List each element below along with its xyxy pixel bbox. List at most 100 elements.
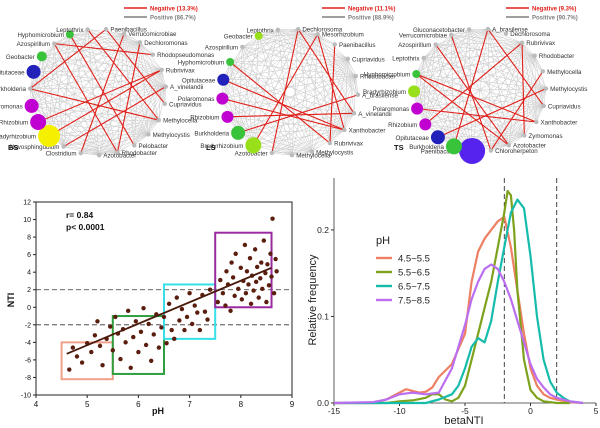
positive-edge: [99, 134, 149, 156]
positive-edge: [416, 74, 426, 125]
scatter-x-tick-label: 5: [85, 400, 90, 409]
nti-ph-scatter-chart: r= 0.84 p< 0.0001 pH NTI 4 5 6 7 8 9 -10 -8 -6 -4…: [6, 200, 295, 417]
positive-edge: [238, 132, 293, 156]
positive-edge: [317, 34, 335, 45]
network-node-label: Xanthobacter: [349, 127, 386, 134]
positive-edge: [237, 29, 279, 133]
positive-edge: [468, 29, 525, 136]
positive-edge: [63, 34, 71, 147]
density-legend-label: 5.5~6.5: [398, 268, 430, 279]
network-node: [27, 86, 33, 91]
positive-edge: [87, 29, 166, 87]
network-node-label: Cupriavidus: [169, 101, 202, 108]
network-node-label: Dechloromonas: [144, 40, 187, 47]
positive-edge: [139, 42, 160, 121]
positive-edge: [238, 132, 313, 153]
positive-edge: [223, 79, 254, 146]
positive-edge: [534, 55, 544, 106]
density-legend-label: 4.5~5.5: [398, 254, 430, 265]
network-legend-label: Positive (90.7%): [532, 16, 578, 22]
positive-edge: [229, 61, 313, 153]
scatter-y-tick-label: 4: [27, 270, 31, 277]
network-node: [327, 140, 333, 146]
scatter-point: [138, 329, 144, 335]
density-series-line: [333, 263, 584, 405]
positive-edge: [450, 34, 473, 151]
scatter-point: [164, 341, 169, 346]
positive-edge: [33, 71, 118, 153]
density-x-tick-label: -15: [328, 406, 341, 416]
positive-edge: [291, 34, 318, 156]
scatter-point: [125, 308, 131, 313]
scatter-point: [141, 305, 146, 311]
network-node-label: Paenibacillus: [421, 148, 457, 155]
network-node: [519, 40, 525, 45]
positive-edge: [41, 56, 64, 147]
positive-edge: [253, 58, 349, 146]
network-node: [159, 67, 164, 73]
scatter-point: [207, 287, 213, 292]
network-node-label: Polaromonas: [178, 96, 214, 103]
positive-edge: [291, 129, 345, 156]
positive-edge: [311, 113, 355, 153]
positive-edge: [291, 75, 357, 156]
scatter-point: [265, 262, 270, 267]
positive-edge: [242, 28, 299, 48]
scatter-point: [166, 301, 172, 306]
scatter-y-tick-label: -8: [25, 375, 31, 382]
network-node-label: Dechlorosoma: [510, 31, 550, 38]
scatter-point: [146, 321, 151, 327]
network-node: [226, 58, 235, 67]
positive-edge: [311, 58, 349, 152]
scatter-point: [195, 310, 200, 315]
negative-edge: [116, 42, 141, 153]
positive-edge: [253, 113, 355, 146]
scatter-point: [205, 317, 210, 322]
negative-edge: [80, 33, 125, 154]
positive-edge: [87, 29, 149, 135]
negative-edge: [48, 69, 162, 137]
positive-edge: [344, 76, 357, 131]
network-panel-label: LS: [206, 143, 216, 152]
positive-edge: [41, 56, 149, 135]
scatter-y-tick-label: -2: [25, 322, 31, 329]
network-node-label: Hyphomicrobium: [364, 72, 410, 79]
positive-edge: [41, 56, 162, 71]
positive-edge: [413, 91, 473, 152]
network-node-label: Paenibacillus: [110, 27, 146, 34]
scatter-y-tick-label: -4: [25, 340, 31, 347]
positive-edge: [48, 43, 55, 136]
positive-edge: [277, 29, 355, 114]
positive-edge: [423, 44, 436, 59]
scatter-point: [232, 293, 237, 299]
positive-edge: [253, 35, 259, 146]
positive-edge: [99, 152, 118, 156]
scatter-point: [182, 327, 187, 333]
scatter-point: [97, 343, 103, 349]
positive-edge: [416, 108, 455, 147]
positive-edge: [258, 35, 348, 60]
positive-edge: [237, 46, 243, 133]
network-node-label: Rhodobacter: [122, 150, 157, 157]
positive-edge: [134, 134, 149, 146]
network-node: [506, 143, 511, 148]
positive-edge: [123, 33, 141, 43]
positive-edge: [451, 34, 547, 89]
network-node: [534, 119, 539, 125]
positive-edge: [31, 105, 100, 156]
positive-edge: [451, 28, 488, 36]
scatter-point: [238, 265, 243, 270]
positive-edge: [158, 86, 167, 121]
scatter-point: [261, 238, 267, 243]
scatter-point: [136, 349, 141, 355]
network-node-label: Burkholderia: [0, 86, 26, 93]
positive-edge: [30, 86, 166, 89]
positive-edge: [425, 124, 525, 136]
scatter-annotation-p: p< 0.0001: [66, 222, 105, 232]
density-x-tick-label: 5: [594, 406, 599, 416]
positive-edge: [29, 29, 88, 89]
positive-edge: [277, 28, 299, 31]
scatter-plot-frame: [35, 201, 293, 396]
positive-edge: [87, 29, 162, 71]
positive-edge: [329, 129, 345, 144]
